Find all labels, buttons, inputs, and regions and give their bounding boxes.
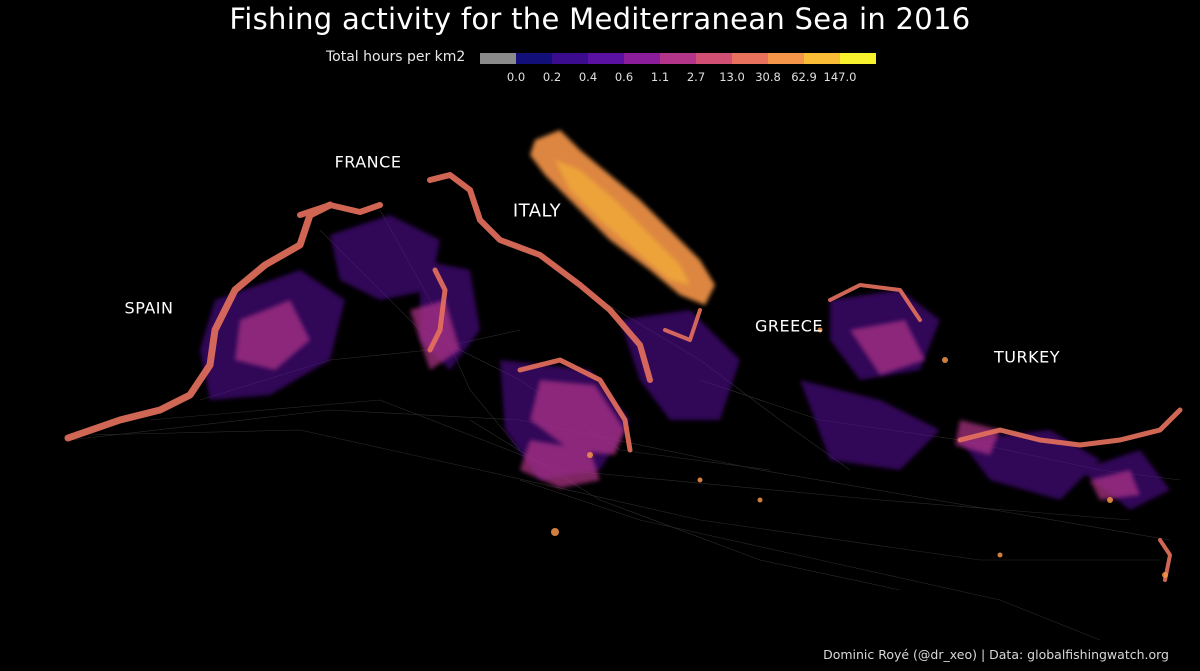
legend-color-bar — [480, 53, 876, 64]
legend-swatch — [732, 53, 768, 64]
credit-text: Dominic Royé (@dr_xeo) | Data: globalfis… — [823, 647, 1169, 662]
country-label-italy: ITALY — [512, 200, 562, 222]
legend-swatch — [552, 53, 588, 64]
country-label-turkey: TURKEY — [994, 347, 1060, 367]
legend-swatch — [624, 53, 660, 64]
legend-tick-label: 147.0 — [823, 70, 857, 84]
legend-tick-label: 62.9 — [791, 70, 817, 84]
legend-tick-label: 0.2 — [542, 70, 562, 84]
legend-swatch — [588, 53, 624, 64]
legend-label: Total hours per km2 — [326, 49, 466, 65]
legend-swatch — [660, 53, 696, 64]
legend-swatch — [840, 53, 876, 64]
map-title: Fishing activity for the Mediterranean S… — [229, 2, 971, 36]
adriatic-hotspot — [530, 130, 715, 305]
legend-swatch — [768, 53, 804, 64]
legend-tick-label: 2.7 — [686, 70, 706, 84]
legend-ticks: 0.0 0.2 0.4 0.6 1.1 2.7 13.0 30.8 62.9 147.0 — [0, 70, 1200, 88]
country-label-greece: GREECE — [754, 316, 824, 336]
legend-swatch — [696, 53, 732, 64]
legend-tick-label: 30.8 — [755, 70, 781, 84]
legend-tick-label: 13.0 — [719, 70, 745, 84]
legend-swatch — [480, 53, 516, 64]
fishing-density-medium — [235, 300, 1140, 500]
legend-tick-label: 0.6 — [614, 70, 634, 84]
legend-swatch — [804, 53, 840, 64]
hotspot-points — [551, 327, 1168, 578]
country-label-spain: SPAIN — [124, 298, 174, 318]
legend-tick-label: 1.1 — [650, 70, 670, 84]
fishing-density-high — [64, 172, 1183, 582]
legend-tick-label: 0.4 — [578, 70, 598, 84]
legend-tick-label: 0.0 — [506, 70, 526, 84]
legend-swatch — [516, 53, 552, 64]
country-label-france: FRANCE — [334, 152, 402, 172]
